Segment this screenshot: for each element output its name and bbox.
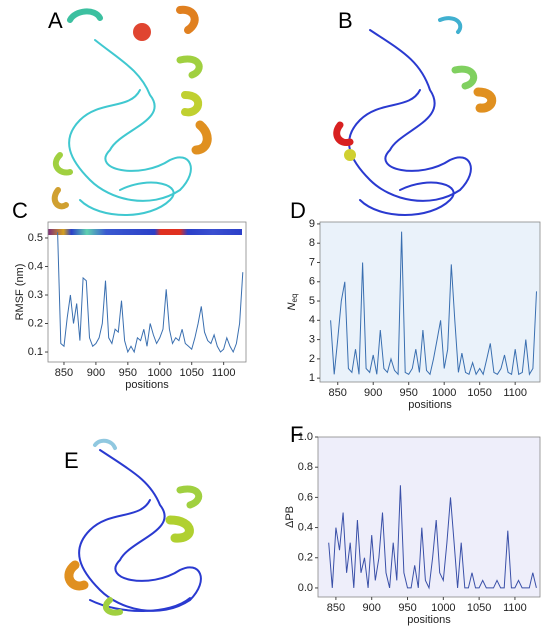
y-axis-label-sub: eq [290,294,299,303]
y-tick-label: 0.1 [28,346,43,358]
panel-label: E [64,448,79,473]
panel-label: F [290,422,303,447]
x-tick-label: 950 [119,367,137,379]
x-tick-label: 900 [87,367,105,379]
y-axis-label-main: RMSF (nm) [14,264,26,321]
y-tick-label: 0.8 [298,461,313,473]
panel-label: C [12,198,28,223]
protein-b [333,16,497,216]
data-line [57,232,244,354]
y-axis-label: ΔPB [284,506,296,528]
panel-label: A [48,8,63,33]
y-tick-label: 4 [309,314,315,326]
x-tick-label: 1000 [148,367,172,379]
y-tick-label: 0.2 [298,552,313,564]
y-tick-label: 0.0 [298,582,313,594]
y-axis-label-main: N [286,302,298,310]
x-tick-label: 1100 [212,367,236,379]
y-tick-label: 3 [309,333,315,345]
y-axis-label: Neq [286,294,299,311]
x-tick-label: 1000 [432,387,456,399]
y-tick-label: 6 [309,276,315,288]
y-tick-label: 0.4 [28,260,43,272]
structure-strip [48,229,242,235]
x-tick-label: 900 [363,602,381,614]
y-tick-label: 8 [309,237,315,249]
protein-e [64,438,203,616]
y-tick-label: 9 [309,218,315,230]
protein-a [51,5,212,216]
x-axis-label: positions [408,399,452,411]
y-tick-label: 0.6 [298,491,313,503]
x-tick-label: 1100 [503,387,527,399]
panel-label: D [290,198,306,223]
y-tick-label: 0.5 [28,232,43,244]
x-tick-label: 850 [55,367,73,379]
plot-frame [319,221,541,383]
x-axis-label: positions [407,614,451,626]
x-tick-label: 900 [364,387,382,399]
x-tick-label: 950 [398,602,416,614]
y-tick-label: 7 [309,256,315,268]
y-tick-label: 0.4 [298,521,313,533]
y-tick-label: 5 [309,295,315,307]
plot-frame [317,436,541,598]
x-tick-label: 1050 [467,602,491,614]
y-tick-label: 1 [309,372,315,384]
protein-blob [344,149,356,161]
panel-label: B [338,8,353,33]
y-axis-label-main: ΔPB [284,506,296,528]
x-tick-label: 950 [400,387,418,399]
x-tick-label: 1050 [179,367,203,379]
x-tick-label: 850 [329,387,347,399]
x-axis-label: positions [125,379,169,391]
data-line [330,231,537,376]
y-tick-label: 2 [309,353,315,365]
x-tick-label: 1050 [467,387,491,399]
x-tick-label: 1100 [503,602,527,614]
y-tick-label: 0.3 [28,289,43,301]
data-line [328,485,537,590]
x-tick-label: 1000 [431,602,455,614]
protein-blob [133,23,151,41]
y-tick-label: 1.0 [298,431,313,443]
x-tick-label: 850 [327,602,345,614]
y-axis-label: RMSF (nm) [14,264,26,321]
y-tick-label: 0.2 [28,317,43,329]
plot-frame [47,221,247,363]
